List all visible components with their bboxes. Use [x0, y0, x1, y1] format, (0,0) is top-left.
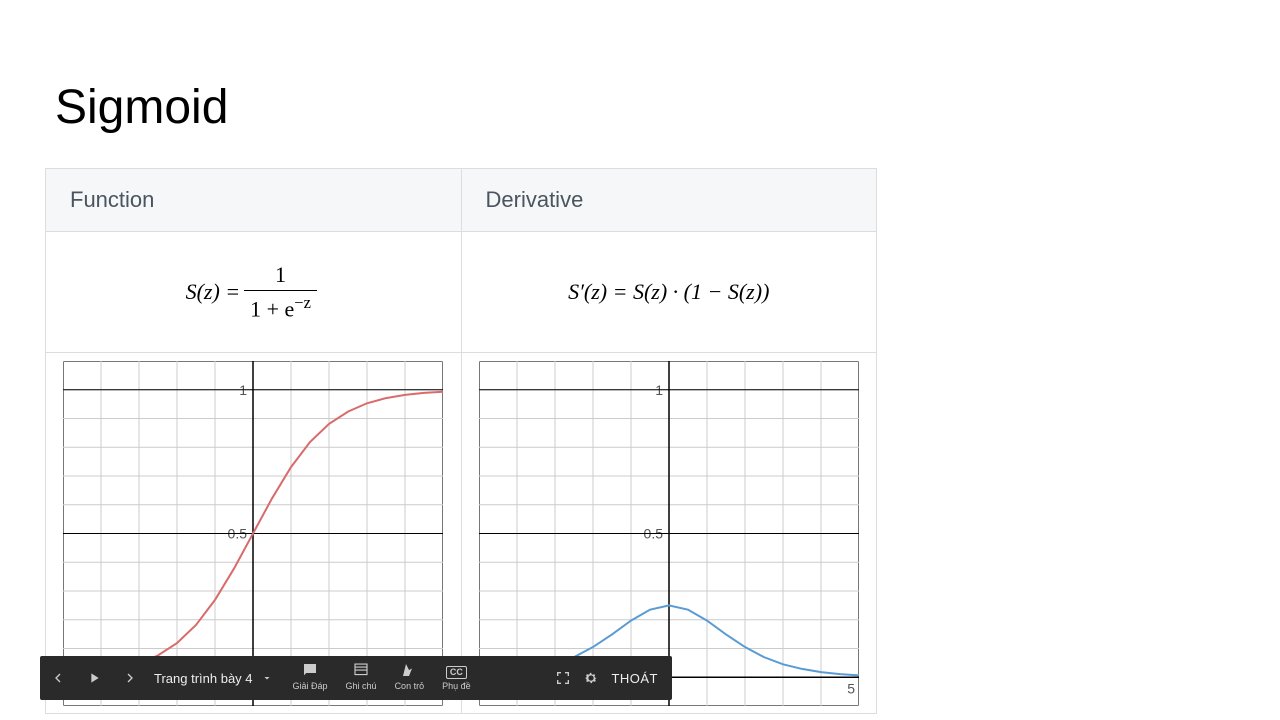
chevron-right-icon	[122, 670, 138, 686]
dropdown-icon	[261, 672, 273, 684]
formula-lhs: S(z) =	[186, 279, 241, 305]
play-button[interactable]	[76, 656, 112, 700]
exit-button[interactable]: THOÁT	[611, 671, 658, 686]
formula-row: S(z) = 1 1 + e−z S′(z) = S(z) · (1 − S(z…	[46, 231, 876, 353]
function-formula: S(z) = 1 1 + e−z	[46, 232, 462, 352]
formula-fraction: 1 1 + e−z	[244, 260, 317, 324]
pointer-label: Con trỏ	[395, 681, 425, 691]
derivative-chart: 10.505	[479, 361, 859, 706]
header-function: Function	[46, 169, 462, 231]
derivative-formula: S′(z) = S(z) · (1 − S(z))	[462, 232, 877, 352]
prev-slide-button[interactable]	[40, 656, 76, 700]
notes-icon	[352, 661, 370, 679]
cc-label: Phụ đề	[442, 681, 471, 691]
slide-label: Trang trình bày 4	[154, 671, 253, 686]
qa-icon	[301, 661, 319, 679]
right-tools: THOÁT	[555, 656, 672, 700]
notes-button[interactable]: Ghi chú	[346, 661, 377, 691]
fullscreen-button[interactable]	[555, 656, 571, 700]
gear-icon	[583, 670, 599, 686]
qa-button[interactable]: Giải Đáp	[293, 661, 328, 691]
sigmoid-chart: 10.5	[63, 361, 443, 706]
den-exp: −z	[294, 293, 311, 312]
content-table: Function Derivative S(z) = 1 1 + e−z S′(…	[45, 168, 877, 714]
den-prefix: 1 + e	[250, 296, 294, 321]
settings-button[interactable]	[583, 656, 599, 700]
next-slide-button[interactable]	[112, 656, 148, 700]
fullscreen-exit-icon	[555, 670, 571, 686]
pointer-button[interactable]: Con trỏ	[395, 661, 425, 691]
qa-label: Giải Đáp	[293, 681, 328, 691]
play-icon	[86, 670, 102, 686]
slide-picker[interactable]: Trang trình bày 4	[148, 656, 283, 700]
notes-label: Ghi chú	[346, 681, 377, 691]
mid-tools: Giải Đáp Ghi chú Con trỏ CC Phụ đề	[293, 661, 471, 695]
presentation-toolbar: Trang trình bày 4 Giải Đáp Ghi chú Con t…	[40, 656, 672, 700]
formula-denominator: 1 + e−z	[244, 290, 317, 324]
svg-text:5: 5	[847, 680, 855, 696]
page-title: Sigmoid	[55, 80, 228, 135]
cc-icon: CC	[446, 666, 467, 679]
header-row: Function Derivative	[46, 169, 876, 231]
cc-button[interactable]: CC Phụ đề	[442, 666, 471, 691]
formula-numerator: 1	[244, 260, 317, 290]
pointer-icon	[400, 661, 418, 679]
header-derivative: Derivative	[462, 169, 877, 231]
chevron-left-icon	[50, 670, 66, 686]
